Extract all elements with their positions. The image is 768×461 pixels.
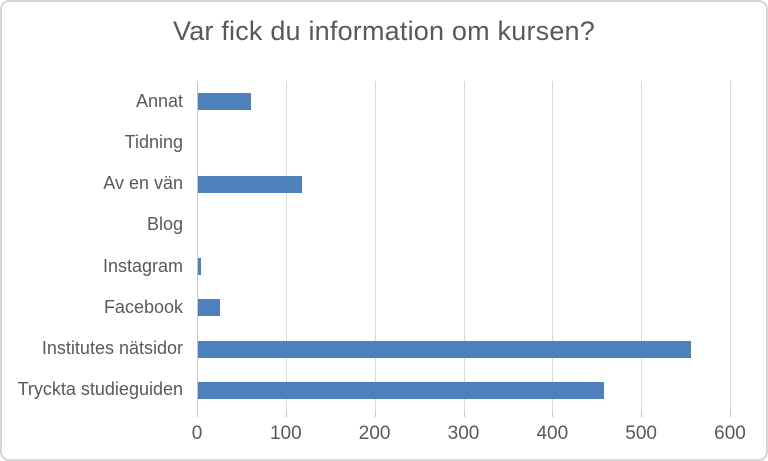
- category-label-facebook: Facebook: [103, 296, 183, 317]
- x-tick-label-200: 200: [358, 423, 391, 444]
- category-label-tryckta-studieguiden: Tryckta studieguiden: [17, 379, 183, 400]
- category-label-institutes-n-tsidor: Institutes nätsidor: [41, 338, 183, 359]
- bar-tryckta-studieguiden: [198, 381, 604, 399]
- x-tick-label-400: 400: [536, 423, 569, 444]
- axis-tick-600: [730, 411, 731, 417]
- gridline-500: [641, 81, 643, 411]
- category-label-instagram: Instagram: [102, 255, 183, 276]
- gridline-200: [374, 81, 376, 411]
- chart-title: Var fick du information om kursen?: [173, 16, 595, 46]
- x-tick-label-300: 300: [447, 423, 480, 444]
- x-tick-label-600: 600: [714, 423, 746, 444]
- bar-facebook: [198, 299, 221, 317]
- axis-tick-500: [641, 411, 643, 417]
- gridline-600: [730, 81, 731, 411]
- gridline-0: [197, 81, 198, 411]
- bar-av-en-v-n: [198, 175, 302, 193]
- axis-tick-100: [285, 411, 287, 417]
- x-tick-label-100: 100: [269, 423, 302, 444]
- axis-tick-300: [463, 411, 465, 417]
- axis-tick-0: [197, 411, 198, 417]
- x-tick-label-500: 500: [625, 423, 657, 444]
- gridline-300: [463, 81, 465, 411]
- category-label-annat: Annat: [135, 90, 183, 111]
- axis-tick-200: [374, 411, 376, 417]
- bar-institutes-n-tsidor: [198, 340, 692, 358]
- category-label-blog: Blog: [146, 214, 183, 235]
- gridline-100: [285, 81, 287, 411]
- bar-annat: [198, 93, 252, 111]
- category-label-av-en-v-n: Av en vän: [103, 173, 183, 194]
- bar-instagram: [198, 258, 201, 276]
- x-tick-label-0: 0: [191, 423, 203, 444]
- axis-tick-400: [552, 411, 554, 417]
- gridline-400: [552, 81, 554, 411]
- category-label-tidning: Tidning: [124, 131, 183, 152]
